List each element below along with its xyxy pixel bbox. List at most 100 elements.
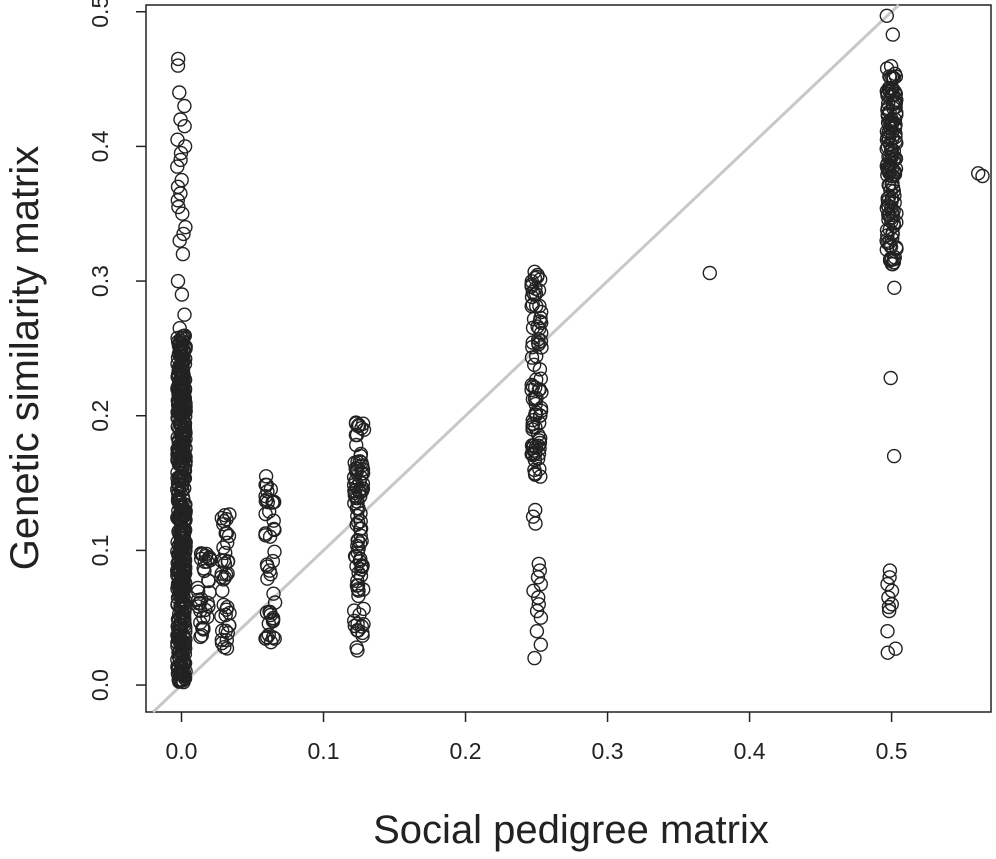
data-point [175, 206, 190, 221]
data-point [350, 623, 365, 638]
data-point [171, 674, 187, 689]
data-point [173, 456, 189, 471]
data-point [349, 517, 364, 532]
data-point [527, 357, 542, 372]
data-point [175, 589, 191, 604]
data-point [880, 645, 895, 660]
data-point [170, 132, 185, 147]
data-point [883, 121, 898, 136]
x-tick-label: 0.0 [166, 738, 198, 764]
data-point [880, 624, 895, 639]
data-point [193, 629, 208, 645]
data-point [175, 405, 190, 420]
data-point [530, 570, 546, 585]
data-point [533, 637, 548, 652]
data-point [174, 604, 190, 620]
data-point [881, 96, 896, 111]
data-point [887, 250, 902, 265]
data-point [175, 656, 191, 672]
data-point [174, 578, 190, 593]
data-point [170, 58, 186, 73]
data-point [193, 551, 209, 567]
data-point [529, 390, 544, 406]
data-point [177, 98, 192, 114]
y-axis: 0.0 0.1 0.2 0.3 0.4 0.5 [87, 0, 146, 701]
data-point [528, 516, 543, 531]
data-point [883, 58, 899, 74]
data-point [172, 233, 187, 248]
data-point [177, 471, 193, 486]
data-point [259, 557, 275, 572]
data-point [885, 69, 900, 85]
data-point [534, 304, 549, 320]
data-point [529, 624, 545, 639]
data-point [528, 380, 543, 395]
data-point [174, 287, 190, 302]
data-point [346, 470, 362, 485]
data-point [170, 193, 186, 208]
data-point [880, 139, 896, 155]
data-point [175, 360, 190, 375]
data-point [177, 307, 192, 322]
data-point [266, 513, 281, 528]
data-point [889, 206, 904, 221]
data-point [178, 219, 193, 235]
data-point [887, 66, 903, 82]
data-point [524, 279, 539, 294]
data-point [883, 370, 898, 386]
data-point [880, 106, 896, 122]
data-point [217, 508, 233, 523]
data-point [175, 355, 191, 371]
data-point [170, 547, 186, 562]
data-point [533, 403, 549, 419]
data-point [881, 599, 897, 615]
data-point [173, 357, 188, 372]
data-point [884, 257, 900, 272]
data-point [349, 559, 364, 574]
data-point [886, 448, 902, 464]
data-point [216, 540, 231, 555]
data-point [352, 536, 368, 551]
data-point [216, 517, 231, 532]
data-point [883, 136, 898, 152]
data-point [172, 575, 187, 590]
data-point [260, 571, 275, 586]
data-point [879, 233, 894, 249]
data-point [525, 335, 540, 350]
data-point [534, 340, 549, 355]
data-point [219, 526, 235, 541]
data-point [196, 622, 211, 637]
data-point [267, 544, 282, 559]
data-point [888, 641, 903, 656]
data-point [173, 152, 188, 168]
data-point [171, 377, 187, 392]
data-point [349, 437, 364, 453]
data-point [201, 573, 216, 589]
data-point [174, 477, 190, 493]
data-point [882, 603, 897, 619]
y-tick-label: 0.5 [87, 0, 113, 28]
data-point [266, 521, 282, 537]
data-point [266, 586, 281, 601]
data-point [355, 558, 370, 573]
data-point [356, 582, 371, 597]
data-point [175, 246, 191, 262]
y-tick-label: 0.1 [87, 534, 113, 566]
x-tick-label: 0.4 [734, 738, 766, 764]
data-point [887, 84, 902, 99]
data-point [350, 461, 365, 476]
data-point [533, 610, 549, 625]
data-point [193, 546, 209, 561]
data-point [172, 494, 188, 510]
data-point [355, 462, 371, 477]
x-tick-label: 0.1 [308, 738, 340, 764]
data-point [176, 521, 192, 537]
data-point [886, 216, 901, 231]
data-point [258, 526, 273, 541]
y-tick-label: 0.3 [87, 265, 113, 297]
data-point [880, 86, 895, 102]
x-tick-label: 0.3 [592, 738, 624, 764]
data-point [172, 85, 187, 100]
